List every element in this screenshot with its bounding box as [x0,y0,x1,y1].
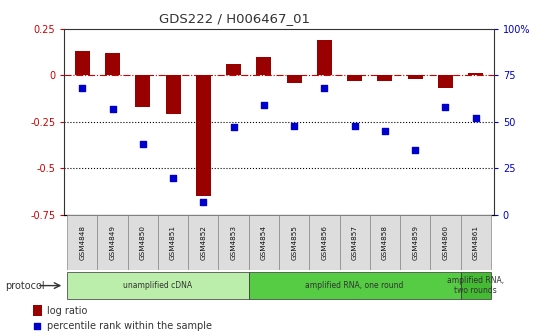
Point [381,128,389,134]
Text: GSM4848: GSM4848 [79,225,85,260]
Bar [105,53,120,75]
Bar [135,75,151,107]
Text: GSM4856: GSM4856 [321,225,328,260]
Bar [400,215,430,270]
Bar [430,215,460,270]
Point [199,199,208,205]
Point [350,123,359,128]
Bar [256,56,271,75]
Text: percentile rank within the sample: percentile rank within the sample [47,321,212,331]
Bar [219,215,249,270]
Text: GSM4860: GSM4860 [442,225,449,260]
Bar [98,215,128,270]
Bar [279,215,309,270]
Bar [226,64,241,75]
Text: GSM4849: GSM4849 [109,225,116,260]
Bar [317,40,332,75]
Bar [67,215,98,270]
Point [290,123,299,128]
Bar [347,75,362,81]
Point [108,106,117,112]
Point [138,141,147,147]
Bar [407,75,423,79]
Bar [188,215,219,270]
Text: GSM4850: GSM4850 [140,225,146,260]
Point [361,254,370,260]
Bar [438,75,453,88]
Point [169,175,177,180]
Text: log ratio: log ratio [47,306,88,316]
Text: GSM4853: GSM4853 [230,225,237,260]
Text: amplified RNA,
two rounds: amplified RNA, two rounds [447,276,504,295]
Point [259,102,268,108]
Text: GDS222 / H006467_01: GDS222 / H006467_01 [159,12,310,25]
Bar [67,272,249,299]
Text: GSM4855: GSM4855 [291,225,297,260]
Text: GSM4858: GSM4858 [382,225,388,260]
Bar [377,75,392,81]
Point [229,125,238,130]
Text: GSM4854: GSM4854 [261,225,267,260]
Bar [460,215,491,270]
Text: GSM4861: GSM4861 [473,225,479,260]
Text: protocol: protocol [6,281,45,291]
Text: GSM4859: GSM4859 [412,225,418,260]
Point [411,147,420,153]
Bar [33,305,42,316]
Bar [460,272,491,299]
Text: amplified RNA, one round: amplified RNA, one round [305,281,404,290]
Bar [468,73,483,75]
Bar [339,215,370,270]
Bar [166,75,181,114]
Point [441,104,450,110]
Bar [249,272,460,299]
Bar [75,51,90,75]
Bar [370,215,400,270]
Text: unamplified cDNA: unamplified cDNA [123,281,193,290]
Text: GSM4857: GSM4857 [352,225,358,260]
Bar [249,215,279,270]
Text: GSM4852: GSM4852 [200,225,206,260]
Point [471,115,480,121]
Point [78,86,87,91]
Bar [287,75,302,83]
Bar [158,215,188,270]
Bar [196,75,211,196]
Bar [128,215,158,270]
Point [320,86,329,91]
Bar [309,215,339,270]
Text: GSM4851: GSM4851 [170,225,176,260]
